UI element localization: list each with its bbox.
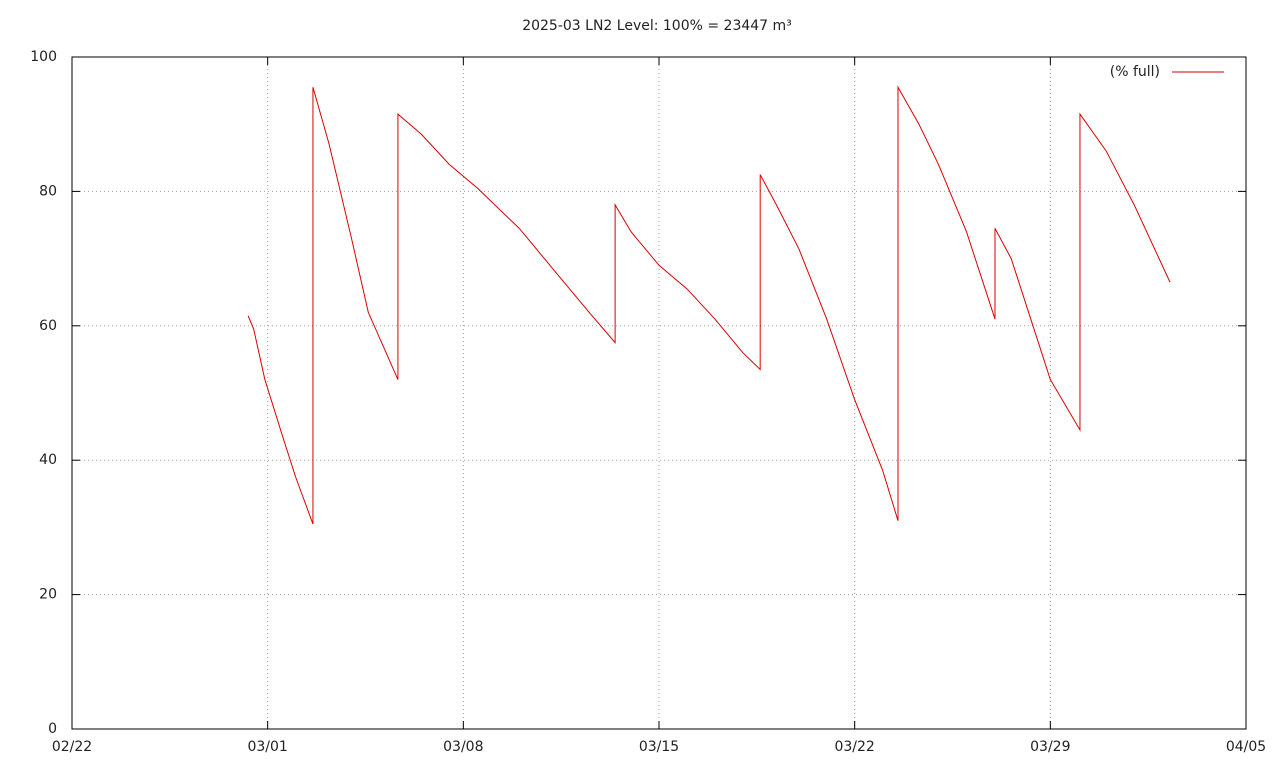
y-tick-label: 60 (39, 318, 57, 334)
y-tick-label: 20 (39, 587, 57, 603)
y-tick-label: 0 (48, 721, 57, 737)
y-tick-label: 80 (39, 183, 57, 199)
legend-label: (% full) (1110, 64, 1160, 80)
x-tick-label: 03/08 (443, 739, 483, 755)
x-tick-label: 03/29 (1030, 739, 1070, 755)
chart-title: 2025-03 LN2 Level: 100% = 23447 m³ (522, 18, 792, 34)
plot-frame (71, 56, 1247, 730)
data-line (247, 85, 1171, 525)
x-tick-label: 03/15 (639, 739, 679, 755)
y-tick-label: 40 (39, 452, 57, 468)
x-tick-label: 04/05 (1226, 739, 1266, 755)
y-tick-label: 100 (30, 49, 57, 65)
x-tick-label: 02/22 (52, 739, 92, 755)
x-tick-label: 03/01 (247, 739, 287, 755)
x-tick-label: 03/22 (834, 739, 874, 755)
